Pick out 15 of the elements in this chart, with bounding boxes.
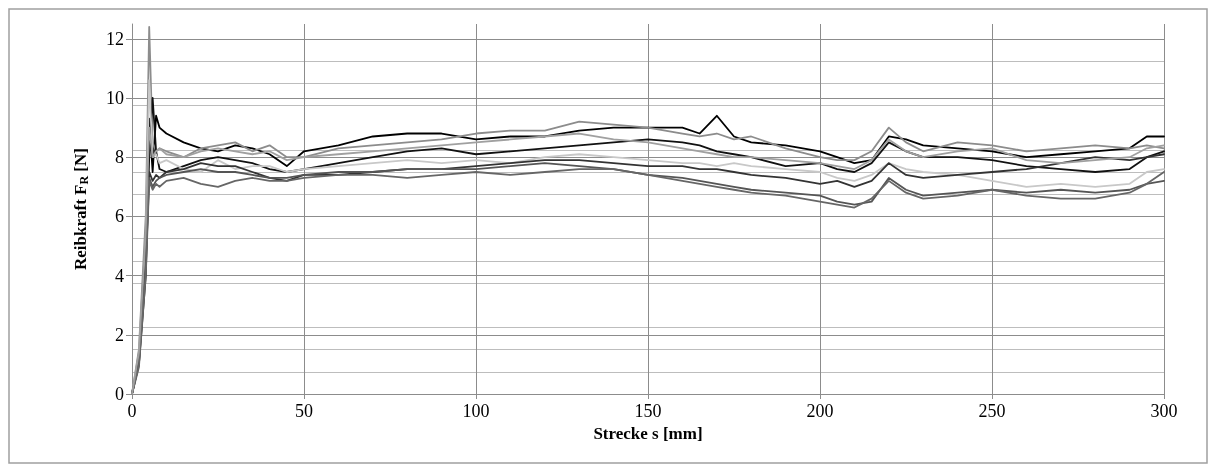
y-tick-label: 4 (115, 265, 124, 286)
y-tick-label: 6 (115, 206, 124, 227)
y-tick-label: 8 (115, 147, 124, 168)
x-tick-label: 200 (806, 401, 834, 421)
x-tick-label: 150 (634, 401, 662, 421)
y-tick-label: 10 (106, 88, 124, 108)
x-tick-label: 100 (462, 401, 490, 421)
x-tick-label: 300 (1150, 401, 1178, 421)
y-axis-title: Reibkraft FR [N] (70, 148, 91, 270)
y-tick-label: 0 (115, 384, 124, 404)
y-tick-label: 12 (106, 28, 124, 49)
x-tick-label: 250 (978, 401, 1006, 421)
x-tick-label: 50 (295, 401, 313, 421)
x-axis-title: Strecke s [mm] (593, 423, 703, 443)
y-tick-label: 2 (115, 324, 124, 345)
